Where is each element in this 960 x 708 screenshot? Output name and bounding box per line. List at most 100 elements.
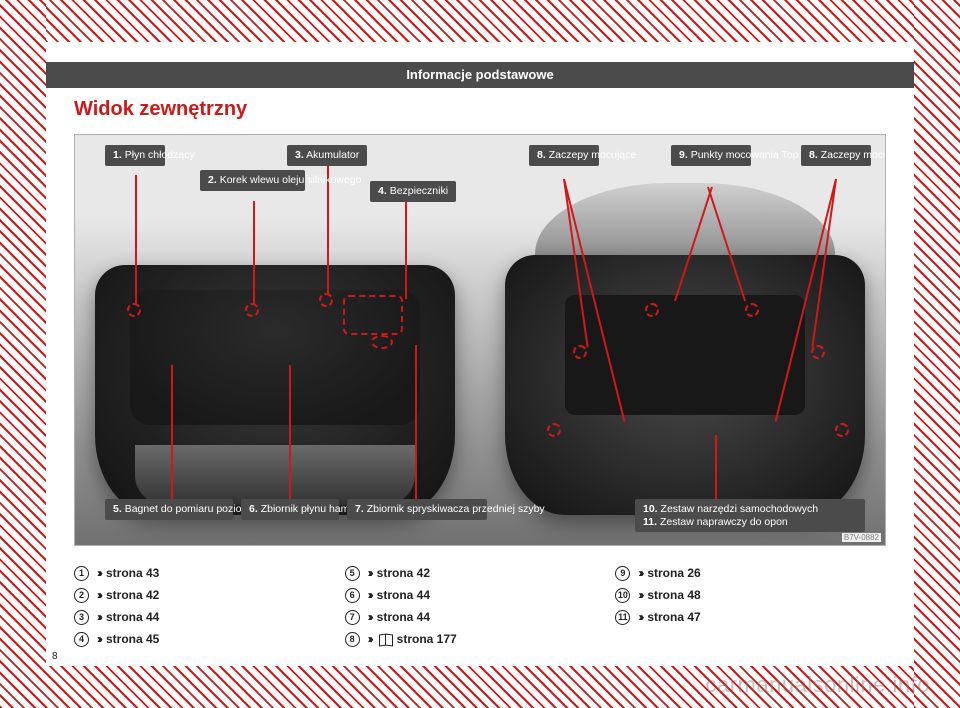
chevron-icon: ››› — [97, 632, 100, 646]
label-text: Zbiornik spryskiwacza przedniej szyby — [367, 503, 545, 515]
trunk-illustration — [505, 255, 865, 515]
front-grille-illustration — [135, 445, 415, 505]
callout-marker — [645, 303, 659, 317]
xref-number-circle: 11 — [615, 610, 630, 625]
label-text: Zestaw narzędzi samochodowych — [661, 503, 819, 515]
xref-row: 4 ››› strona 45 — [74, 628, 345, 650]
chevron-icon: ››› — [97, 588, 100, 602]
label-text: Akumulator — [306, 149, 359, 161]
label-brake-fluid: 6. Zbiornik płynu hamulcowego — [241, 499, 339, 520]
callout-marker — [319, 293, 333, 307]
page-number: 8 — [52, 651, 58, 662]
xref-list: 1 ››› strona 43 2 ››› strona 42 3 ››› strona 44 4… — [74, 562, 886, 650]
xref-row: 11 ››› strona 47 — [615, 606, 886, 628]
xref-number-circle: 6 — [345, 588, 360, 603]
label-tiedown-left: 8. Zaczepy mocujące — [529, 145, 599, 166]
xref-text: strona 44 — [377, 610, 430, 624]
leader-line — [171, 365, 173, 499]
label-num: 6. — [249, 503, 258, 515]
callout-marker — [245, 303, 259, 317]
hatch-border-top — [0, 0, 960, 42]
xref-row: 9 ››› strona 26 — [615, 562, 886, 584]
xref-text: strona 42 — [106, 588, 159, 602]
xref-text: strona 47 — [647, 610, 700, 624]
xref-col-2: 5 ››› strona 42 6 ››› strona 44 7 ››› strona 44 8… — [345, 562, 616, 650]
xref-number-circle: 9 — [615, 566, 630, 581]
chevron-icon: ››› — [368, 588, 371, 602]
xref-row: 8 ››› strona 177 — [345, 628, 616, 650]
xref-text: strona 26 — [647, 566, 700, 580]
exterior-view-figure: 1. Płyn chłodzący 2. Korek wlewu oleju s… — [74, 134, 886, 546]
chevron-icon: ››› — [638, 610, 641, 624]
xref-row: 2 ››› strona 42 — [74, 584, 345, 606]
leader-line — [253, 201, 255, 305]
label-text: Bezpieczniki — [390, 185, 448, 197]
label-oil-cap: 2. Korek wlewu oleju silnikowego — [200, 170, 305, 191]
label-num: 11. — [643, 516, 657, 528]
label-text: Płyn chłodzący — [125, 149, 195, 161]
page-content: Informacje podstawowe Widok zewnętrzny 1… — [46, 42, 914, 666]
label-num: 1. — [113, 149, 122, 161]
xref-text: strona 177 — [397, 632, 457, 646]
label-num: 3. — [295, 149, 304, 161]
section-title: Widok zewnętrzny — [74, 98, 247, 121]
leader-line — [289, 365, 291, 499]
xref-number-circle: 3 — [74, 610, 89, 625]
label-num: 5. — [113, 503, 122, 515]
callout-marker — [127, 303, 141, 317]
xref-text: strona 42 — [377, 566, 430, 580]
label-num: 8. — [809, 149, 818, 161]
chapter-header: Informacje podstawowe — [46, 62, 914, 88]
chevron-icon: ››› — [368, 566, 371, 580]
xref-number-circle: 8 — [345, 632, 360, 647]
chevron-icon: ››› — [638, 588, 641, 602]
xref-row: 7 ››› strona 44 — [345, 606, 616, 628]
label-text: Zestaw naprawczy do opon — [660, 516, 788, 528]
chevron-icon: ››› — [368, 632, 371, 646]
xref-col-1: 1 ››› strona 43 2 ››› strona 42 3 ››› strona 44 4… — [74, 562, 345, 650]
callout-marker — [835, 423, 849, 437]
xref-number-circle: 4 — [74, 632, 89, 647]
callout-marker — [745, 303, 759, 317]
label-num: 9. — [679, 149, 688, 161]
label-text: Zaczepy mocujące — [549, 149, 637, 161]
label-toolkit-tirekit: 10. Zestaw narzędzi samochodowych 11. Ze… — [635, 499, 865, 532]
xref-row: 1 ››› strona 43 — [74, 562, 345, 584]
label-text: Korek wlewu oleju silnikowego — [220, 174, 362, 186]
xref-number-circle: 1 — [74, 566, 89, 581]
leader-line — [415, 345, 417, 499]
xref-number-circle: 2 — [74, 588, 89, 603]
xref-text: strona 48 — [647, 588, 700, 602]
callout-marker — [811, 345, 825, 359]
hatch-border-left — [0, 0, 46, 708]
xref-number-circle: 5 — [345, 566, 360, 581]
chevron-icon: ››› — [97, 566, 100, 580]
label-tiedown-right: 8. Zaczepy mocujące — [801, 145, 871, 166]
xref-row: 6 ››› strona 44 — [345, 584, 616, 606]
book-icon — [379, 634, 393, 644]
xref-number-circle: 10 — [615, 588, 630, 603]
xref-number-circle: 7 — [345, 610, 360, 625]
figure-id: B7V-0882 — [842, 533, 881, 542]
chevron-icon: ››› — [97, 610, 100, 624]
label-num: 4. — [378, 185, 387, 197]
callout-marker — [547, 423, 561, 437]
chevron-icon: ››› — [638, 566, 641, 580]
leader-line — [405, 199, 407, 299]
chevron-icon: ››› — [368, 610, 371, 624]
xref-text: strona 43 — [106, 566, 159, 580]
label-fuses: 4. Bezpieczniki — [370, 181, 456, 202]
label-top-tether: 9. Punkty mocowania Top Tether — [671, 145, 751, 166]
xref-col-3: 9 ››› strona 26 10 ››› strona 48 11 ››› strona 4… — [615, 562, 886, 650]
xref-text: strona 44 — [106, 610, 159, 624]
label-num: 2. — [208, 174, 217, 186]
label-battery: 3. Akumulator — [287, 145, 367, 166]
xref-text: strona 44 — [377, 588, 430, 602]
callout-marker — [573, 345, 587, 359]
chapter-title: Informacje podstawowe — [406, 67, 553, 82]
callout-marker — [371, 335, 393, 349]
xref-text: strona 45 — [106, 632, 159, 646]
label-num: 7. — [355, 503, 364, 515]
xref-row: 5 ››› strona 42 — [345, 562, 616, 584]
label-coolant: 1. Płyn chłodzący — [105, 145, 165, 166]
